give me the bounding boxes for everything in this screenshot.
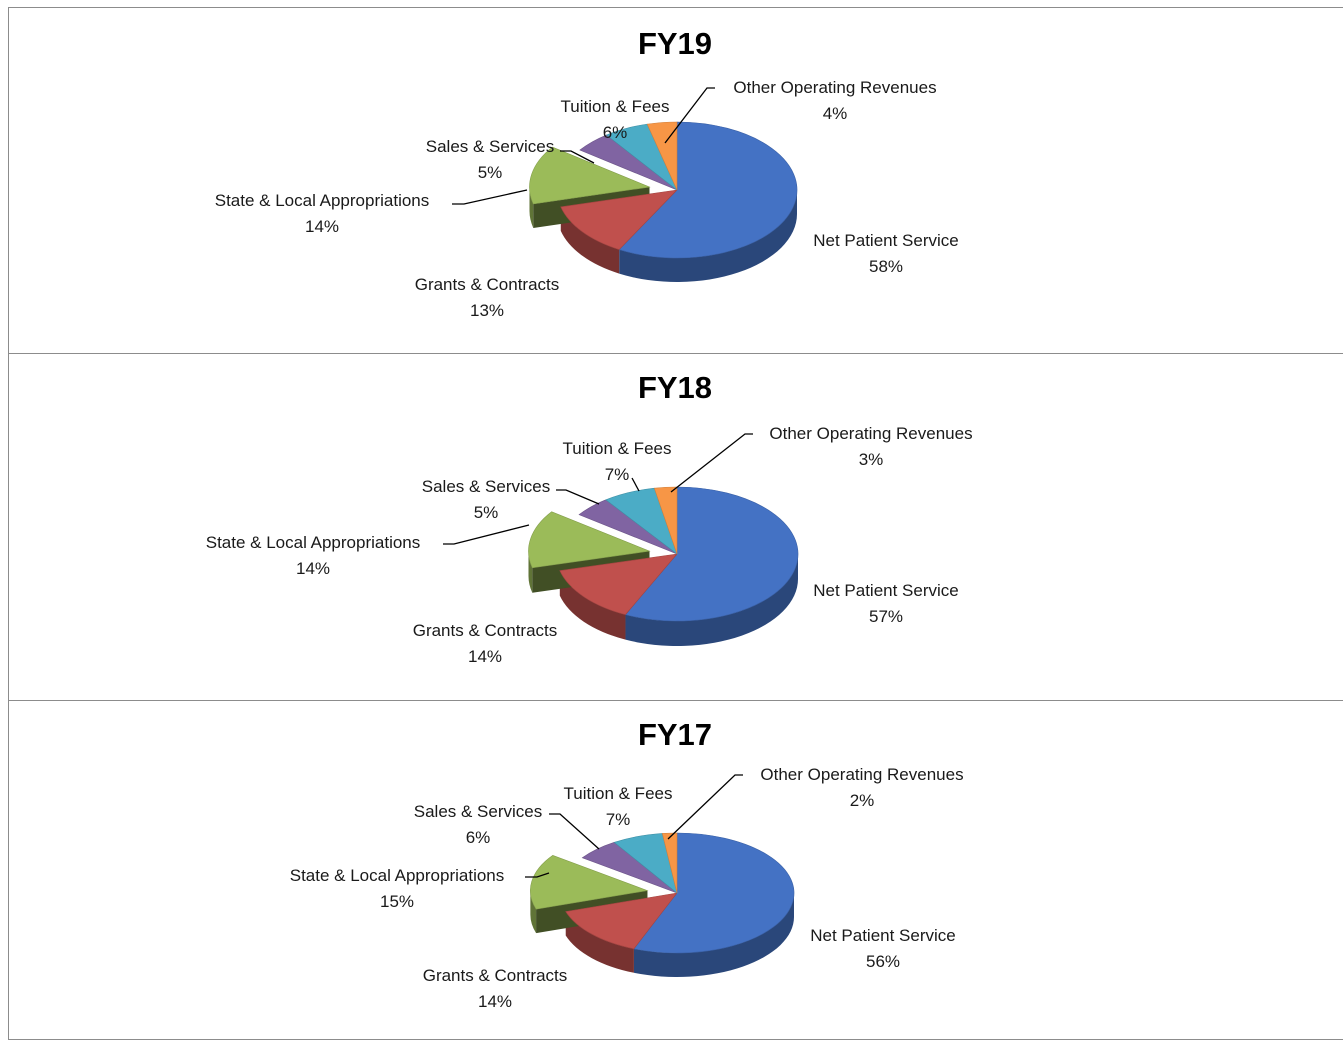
- data-label-grants-and-contracts: Grants & Contracts 14%: [413, 621, 558, 666]
- data-label-tuition-and-fees: Tuition & Fees 7%: [564, 784, 673, 829]
- pie-slice-net-patient-service: [618, 121, 798, 259]
- slice-value: 56%: [866, 952, 900, 971]
- leader-line: [667, 774, 743, 840]
- slice-label: State & Local Appropriations: [206, 533, 421, 552]
- chart-title: FY18: [638, 370, 712, 405]
- pie-slice-grants-and-contracts: [559, 553, 678, 615]
- pie-slice-net-patient-service: [624, 486, 799, 622]
- slice-value: 14%: [468, 647, 502, 666]
- slice-label: Tuition & Fees: [561, 97, 670, 116]
- data-label-grants-and-contracts: Grants & Contracts 14%: [423, 966, 568, 1011]
- pie-chart-fy18: FY18 Net Patient Service 57% Grants & Contr…: [206, 370, 973, 666]
- data-label-tuition-and-fees: Tuition & Fees 7%: [563, 439, 672, 492]
- leader-line: [443, 524, 530, 545]
- leader-line: [452, 189, 528, 205]
- slice-value: 57%: [869, 607, 903, 626]
- data-label-other-operating-revenues: Other Operating Revenues 3%: [670, 424, 973, 493]
- leader-line: [549, 813, 600, 850]
- slice-label: Grants & Contracts: [415, 275, 560, 294]
- chart-panel-fy17: FY17 Net Patient Service 56% Grants & Contr…: [8, 700, 1343, 1040]
- slice-value: 6%: [466, 828, 491, 847]
- data-label-sales-and-services: Sales & Services 5%: [422, 477, 600, 522]
- slice-value: 58%: [869, 257, 903, 276]
- pie-slice-side-net-patient-service: [625, 554, 798, 646]
- slice-label: Grants & Contracts: [413, 621, 558, 640]
- pie-slice-side-grants-and-contracts: [560, 206, 620, 274]
- slice-value: 13%: [470, 301, 504, 320]
- slice-label: Net Patient Service: [810, 926, 956, 945]
- leader-line: [556, 489, 600, 505]
- pie-slice-net-patient-service: [633, 832, 795, 954]
- pie-slice-side-net-patient-service: [633, 893, 794, 977]
- pie-chart-fy17: FY17 Net Patient Service 56% Grants & Contr…: [290, 717, 964, 1011]
- data-label-net-patient-service: Net Patient Service 58%: [813, 231, 959, 276]
- slice-value: 2%: [850, 791, 875, 810]
- slice-value: 7%: [606, 810, 631, 829]
- pie-slice-state-and-local-appropriations: [528, 511, 651, 569]
- pie-slice-side-state-and-local-appropriations: [528, 551, 533, 593]
- data-label-other-operating-revenues: Other Operating Revenues 2%: [667, 765, 964, 840]
- slice-label: Other Operating Revenues: [760, 765, 963, 784]
- slice-value: 14%: [478, 992, 512, 1011]
- data-label-net-patient-service: Net Patient Service 56%: [810, 926, 956, 971]
- slice-label: Tuition & Fees: [564, 784, 673, 803]
- pie-top-layer: [529, 121, 798, 259]
- data-label-net-patient-service: Net Patient Service 57%: [813, 581, 959, 626]
- pie-top-layer: [530, 832, 795, 954]
- slice-value: 14%: [305, 217, 339, 236]
- slice-label: State & Local Appropriations: [215, 191, 430, 210]
- slice-value: 14%: [296, 559, 330, 578]
- data-label-state-and-local-appropriations: State & Local Appropriations 15%: [290, 866, 550, 911]
- pie-slice-side-grants-and-contracts: [559, 570, 626, 640]
- slice-label: Sales & Services: [414, 802, 543, 821]
- slice-label: Other Operating Revenues: [769, 424, 972, 443]
- data-label-state-and-local-appropriations: State & Local Appropriations 14%: [206, 524, 530, 578]
- slice-label: Sales & Services: [422, 477, 551, 496]
- pie-slice-grants-and-contracts: [560, 189, 678, 250]
- pie-slice-state-and-local-appropriations: [529, 146, 651, 205]
- slice-value: 5%: [474, 503, 499, 522]
- leader-line: [525, 872, 550, 878]
- slice-value: 6%: [603, 123, 628, 142]
- slice-label: Sales & Services: [426, 137, 555, 156]
- pie-chart-fy19: FY19 Net Patient Service 58% Grants & Contr…: [215, 26, 959, 320]
- chart-title: FY19: [638, 26, 712, 61]
- pie-slice-other-operating-revenues: [646, 121, 678, 191]
- slice-value: 3%: [859, 450, 884, 469]
- pie-top-layer: [528, 486, 799, 622]
- slice-value: 15%: [380, 892, 414, 911]
- data-label-sales-and-services: Sales & Services 5%: [426, 137, 595, 182]
- chart-title: FY17: [638, 717, 712, 752]
- chart-panel-fy19: FY19 Net Patient Service 58% Grants & Contr…: [8, 7, 1343, 354]
- pie-slice-grants-and-contracts: [565, 892, 678, 950]
- slice-label: Other Operating Revenues: [733, 78, 936, 97]
- slice-value: 5%: [478, 163, 503, 182]
- pie-slice-side-state-and-local-appropriations: [530, 890, 537, 934]
- leader-line: [664, 87, 715, 144]
- slice-value: 4%: [823, 104, 848, 123]
- data-label-tuition-and-fees: Tuition & Fees 6%: [561, 97, 670, 142]
- slice-label: Tuition & Fees: [563, 439, 672, 458]
- pie-slice-state-and-local-appropriations: [530, 854, 649, 910]
- slice-label: Grants & Contracts: [423, 966, 568, 985]
- data-label-other-operating-revenues: Other Operating Revenues 4%: [664, 78, 937, 144]
- data-label-grants-and-contracts: Grants & Contracts 13%: [415, 275, 560, 320]
- chart-panel-fy18: FY18 Net Patient Service 57% Grants & Contr…: [8, 353, 1343, 701]
- pie-slice-side-grants-and-contracts: [565, 911, 634, 973]
- pie-slice-side-state-and-local-appropriations: [529, 187, 534, 228]
- slice-label: Net Patient Service: [813, 231, 959, 250]
- leader-line: [560, 150, 595, 164]
- pie-slice-side-net-patient-service: [619, 190, 798, 282]
- slice-label: State & Local Appropriations: [290, 866, 505, 885]
- slice-label: Net Patient Service: [813, 581, 959, 600]
- pie-slice-other-operating-revenues: [661, 832, 678, 894]
- slice-value: 7%: [605, 465, 630, 484]
- leader-line: [670, 433, 753, 493]
- leader-line: [631, 477, 640, 492]
- data-label-state-and-local-appropriations: State & Local Appropriations 14%: [215, 189, 528, 236]
- data-label-sales-and-services: Sales & Services 6%: [414, 802, 600, 850]
